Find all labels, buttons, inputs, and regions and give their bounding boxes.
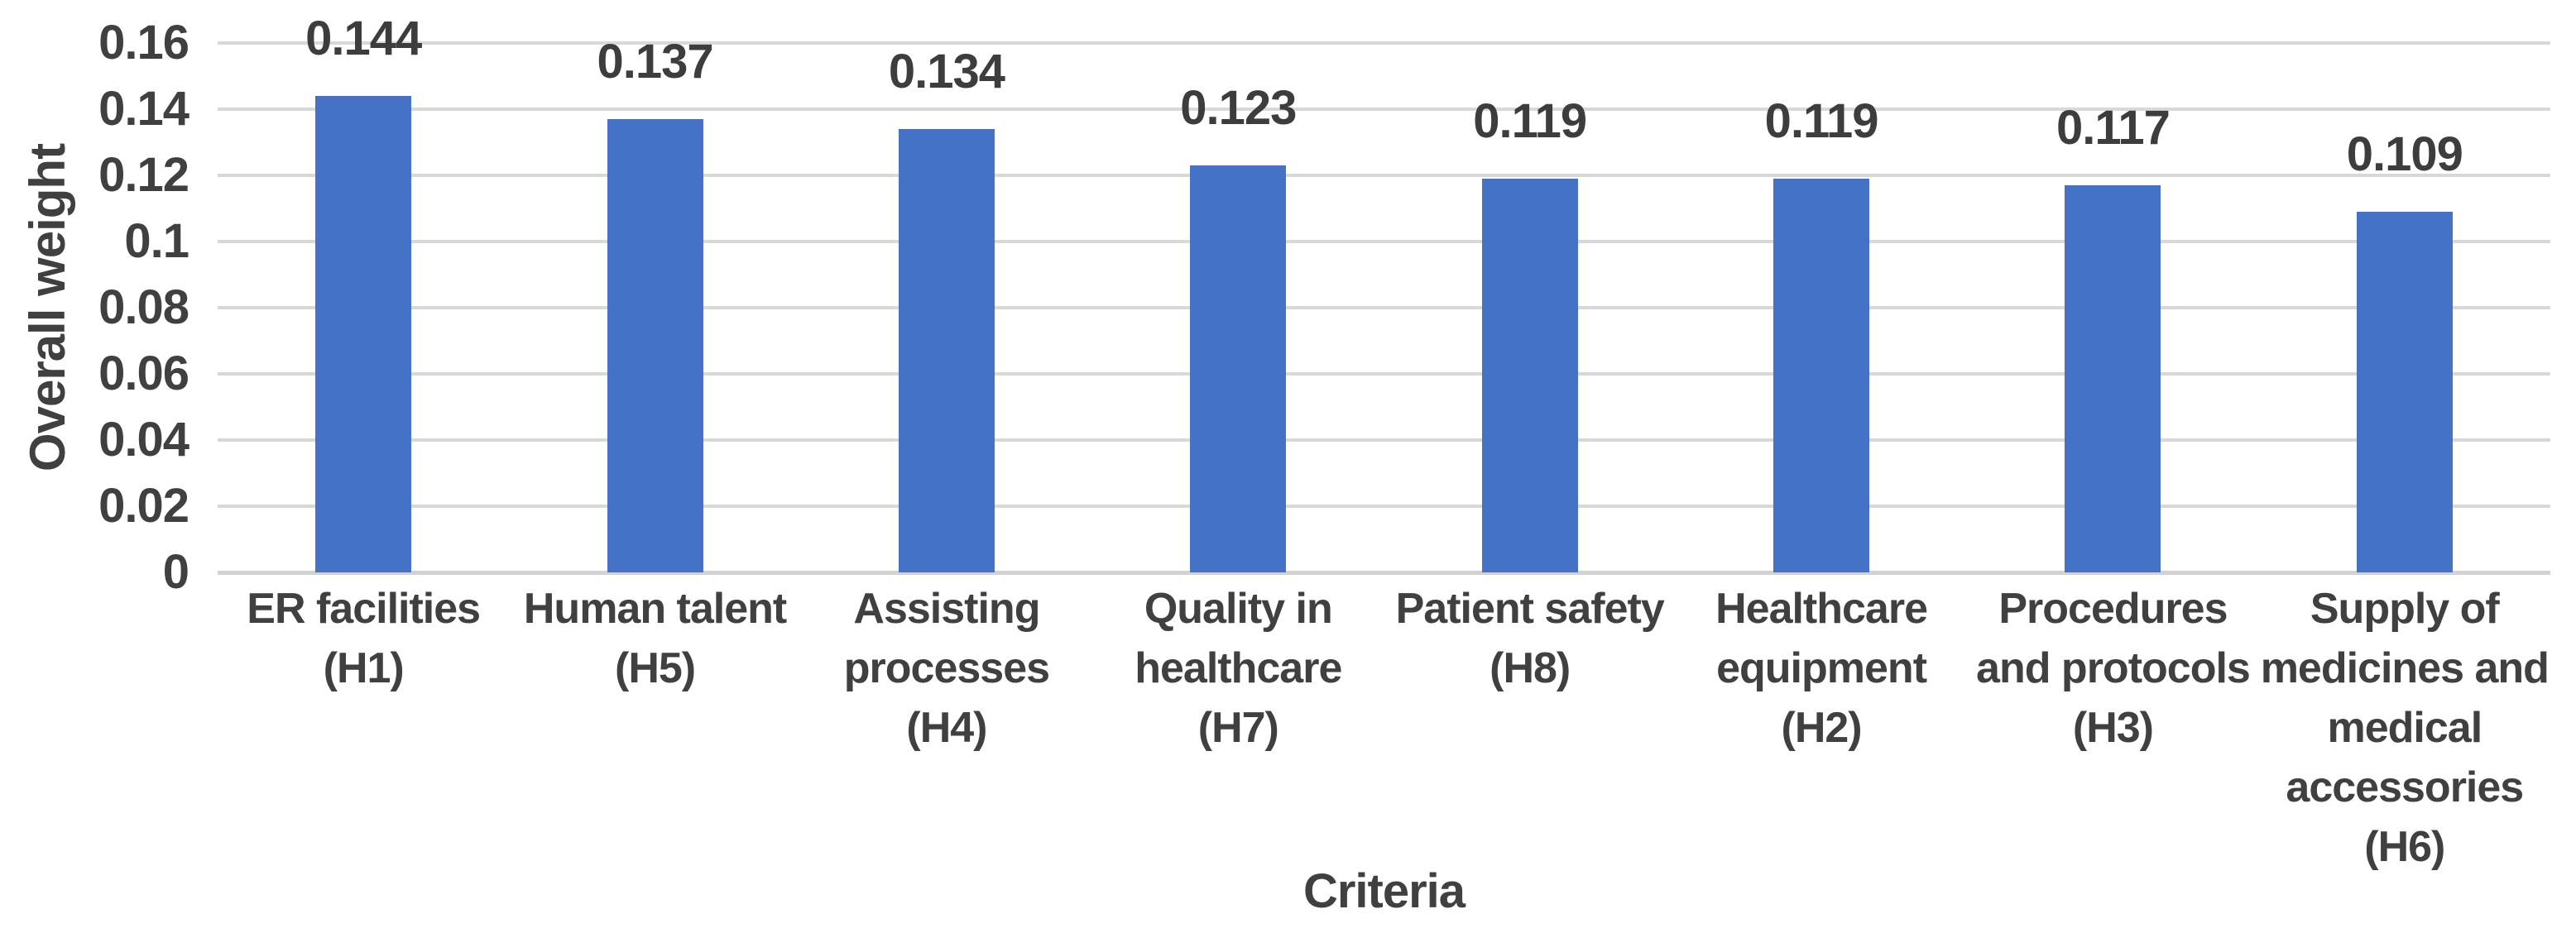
category-label-line: (H8) [1489,644,1571,692]
gridline [218,505,2550,508]
category-label-line: accessories [2286,763,2524,811]
gridline [218,571,2550,575]
category-label-line: Assisting [853,585,1040,633]
bar-value-label: 0.144 [305,12,422,65]
category-label-line: Healthcare [1715,585,1928,633]
category-label: Healthcare equipment (H2) [1590,579,2053,758]
category-label-line: healthcare [1134,644,1342,692]
y-tick-label: 0.04 [98,413,189,466]
y-tick-label: 0.02 [98,479,189,533]
bar-value-label: 0.117 [2056,101,2171,155]
category-label: Quality in healthcare (H7) [1006,579,1470,758]
category-label: Human talent (H5) [424,579,887,698]
category-label-line: Human talent [523,585,787,633]
category-label: Patient safety (H8) [1298,579,1762,698]
bar [1481,179,1578,572]
category-label-line: Procedures [1998,585,2228,633]
bar-value-label: 0.119 [1764,94,1879,148]
category-label-line: equipment [1716,644,1927,692]
bar-value-label: 0.109 [2346,127,2463,181]
bar [2065,185,2161,572]
y-tick-label: 0.14 [98,82,189,136]
category-label: ER facilities (H1) [132,579,595,698]
gridline [218,41,2550,45]
category-label-line: (H7) [1197,704,1279,752]
bar [1190,165,1287,572]
bar-value-label: 0.137 [597,35,713,89]
category-label-line: medical [2327,704,2482,752]
gridline [218,240,2550,243]
y-tick-label: 0 [162,545,189,599]
bar-value-label: 0.123 [1180,81,1297,135]
y-tick-label: 0.08 [98,280,189,334]
category-label: Assisting processes (H4) [715,579,1178,758]
gridline [218,306,2550,309]
gridline [218,108,2550,111]
y-tick-label: 0.12 [98,148,189,202]
category-label-line: (H4) [906,704,987,752]
category-label: Procedures and protocols (H3) [1881,579,2344,758]
category-label-line: Quality in [1144,585,1333,633]
category-label-line: Supply of [2310,585,2500,633]
bar-value-label: 0.119 [1473,94,1587,148]
bar [2356,212,2453,572]
bar-value-label: 0.134 [888,45,1005,98]
category-label-line: medicines and [2260,644,2550,692]
category-label-line: (H1) [323,644,405,692]
category-label-line: and protocols [1976,644,2251,692]
bar [1773,179,1870,572]
gridline [218,438,2550,442]
plot-area: 0.144 0.137 0.134 0.123 0.119 0.119 0.117 0.109 [218,12,2550,575]
category-label-line: (H6) [2364,823,2445,871]
gridline [218,174,2550,177]
x-axis-title: Criteria [1302,864,1465,918]
category-label-line: (H2) [1781,704,1863,752]
bar [898,129,995,572]
y-tick-label: 0.16 [98,16,189,69]
y-tick-label: 0.06 [98,347,189,400]
bar [607,119,703,572]
category-label-line: (H5) [615,644,696,692]
y-tick-label: 0.1 [124,214,189,268]
category-label-line: (H3) [2072,704,2154,752]
category-label-line: processes [843,644,1050,692]
bar [315,96,412,572]
category-label-line: Patient safety [1395,585,1665,633]
category-label-line: ER facilities [247,585,481,633]
gridline [218,372,2550,376]
category-label: Supply of medicines and medical accessories… [2173,579,2576,877]
